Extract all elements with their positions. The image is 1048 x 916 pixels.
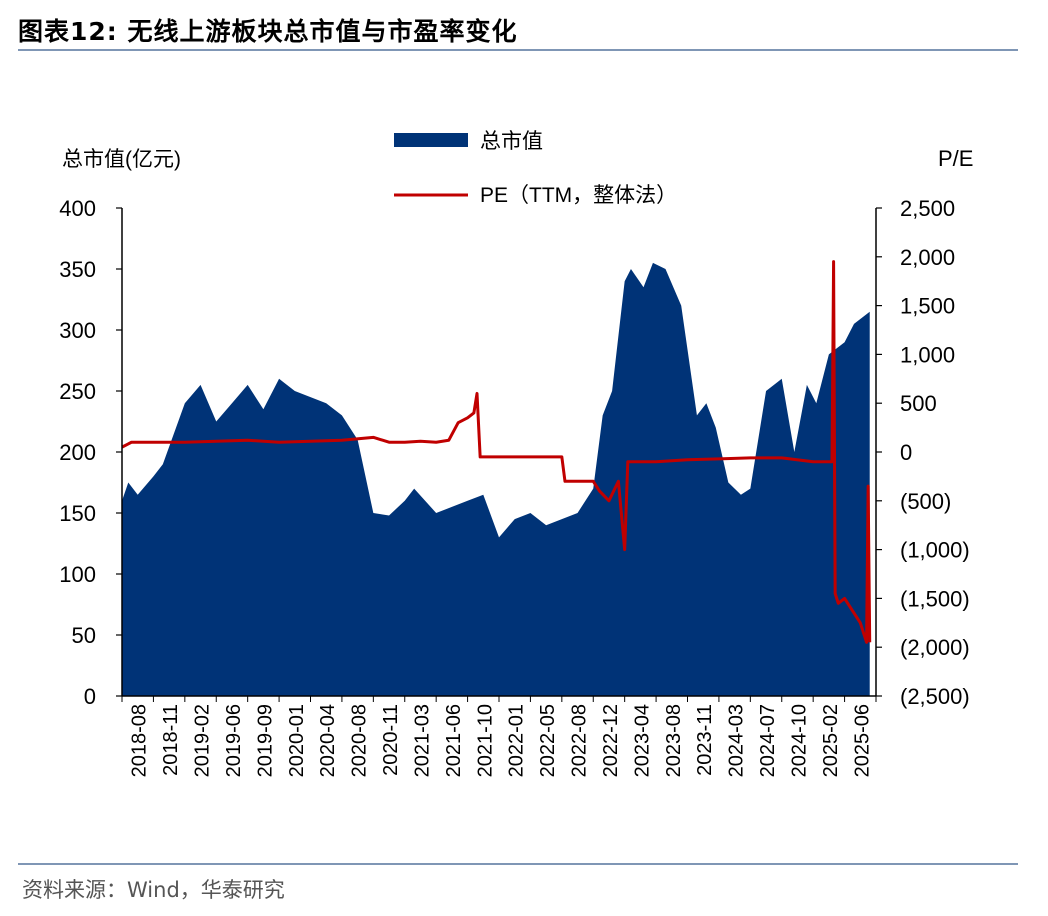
right-tick-label: 500 — [900, 391, 937, 416]
right-tick-label: (2,500) — [900, 684, 970, 709]
x-tick-label: 2025-06 — [851, 704, 873, 777]
left-tick-label: 300 — [59, 318, 96, 343]
right-tick-label: 2,500 — [900, 196, 955, 221]
x-tick-label: 2023-08 — [663, 704, 685, 777]
left-axis-title: 总市值(亿元) — [62, 148, 181, 171]
legend-label-pe: PE（TTM，整体法） — [480, 184, 677, 207]
x-tick-label: 2020-04 — [317, 704, 339, 777]
left-tick-label: 400 — [59, 196, 96, 221]
x-tick-label: 2021-03 — [411, 704, 433, 777]
x-tick-label: 2023-11 — [694, 704, 716, 776]
x-tick-label: 2020-11 — [380, 704, 402, 776]
pe-line — [121, 260, 872, 644]
x-tick-label: 2018-08 — [129, 704, 151, 777]
source-divider — [18, 863, 1018, 865]
x-tick-label: 2018-11 — [160, 704, 182, 776]
x-tick-label: 2024-07 — [757, 704, 779, 777]
x-tick-label: 2019-09 — [254, 704, 276, 777]
left-tick-label: 250 — [59, 379, 96, 404]
x-tick-label: 2022-12 — [600, 704, 622, 777]
source-note: 资料来源：Wind，华泰研究 — [22, 878, 285, 902]
right-tick-label: (1,500) — [900, 586, 970, 611]
chart-title: 图表12: 无线上游板块总市值与市盈率变化 — [18, 17, 518, 46]
x-tick-label: 2022-01 — [506, 704, 528, 777]
left-tick-label: 200 — [59, 440, 96, 465]
title-divider — [18, 49, 1018, 51]
right-tick-label: 1,000 — [900, 342, 955, 367]
x-tick-label: 2019-02 — [192, 704, 214, 777]
x-tick-label: 2020-01 — [286, 704, 308, 777]
right-tick-label: (500) — [900, 489, 951, 514]
legend-label-market-cap: 总市值 — [480, 130, 543, 153]
x-tick-label: 2023-04 — [631, 704, 653, 777]
x-tick-label: 2020-08 — [349, 704, 371, 777]
left-tick-label: 0 — [84, 684, 96, 709]
right-tick-label: (1,000) — [900, 538, 970, 563]
x-tick-label: 2022-05 — [537, 704, 559, 777]
right-axis-title: P/E — [938, 146, 973, 171]
x-tick-label: 2022-08 — [569, 704, 591, 777]
x-tick-label: 2019-06 — [223, 704, 245, 777]
left-tick-label: 100 — [59, 562, 96, 587]
left-tick-label: 50 — [72, 623, 96, 648]
right-tick-label: 0 — [900, 440, 912, 465]
x-tick-label: 2024-10 — [788, 704, 810, 777]
x-tick-label: 2021-10 — [474, 704, 496, 777]
x-tick-label: 2025-02 — [820, 704, 842, 777]
market-cap-area — [122, 262, 870, 696]
left-tick-label: 350 — [59, 257, 96, 282]
right-tick-label: 1,500 — [900, 294, 955, 319]
left-tick-label: 150 — [59, 501, 96, 526]
x-tick-label: 2021-06 — [443, 704, 465, 777]
legend-swatch-market-cap — [394, 133, 468, 147]
right-tick-label: (2,000) — [900, 635, 970, 660]
right-tick-label: 2,000 — [900, 245, 955, 270]
x-tick-label: 2024-03 — [726, 704, 748, 777]
